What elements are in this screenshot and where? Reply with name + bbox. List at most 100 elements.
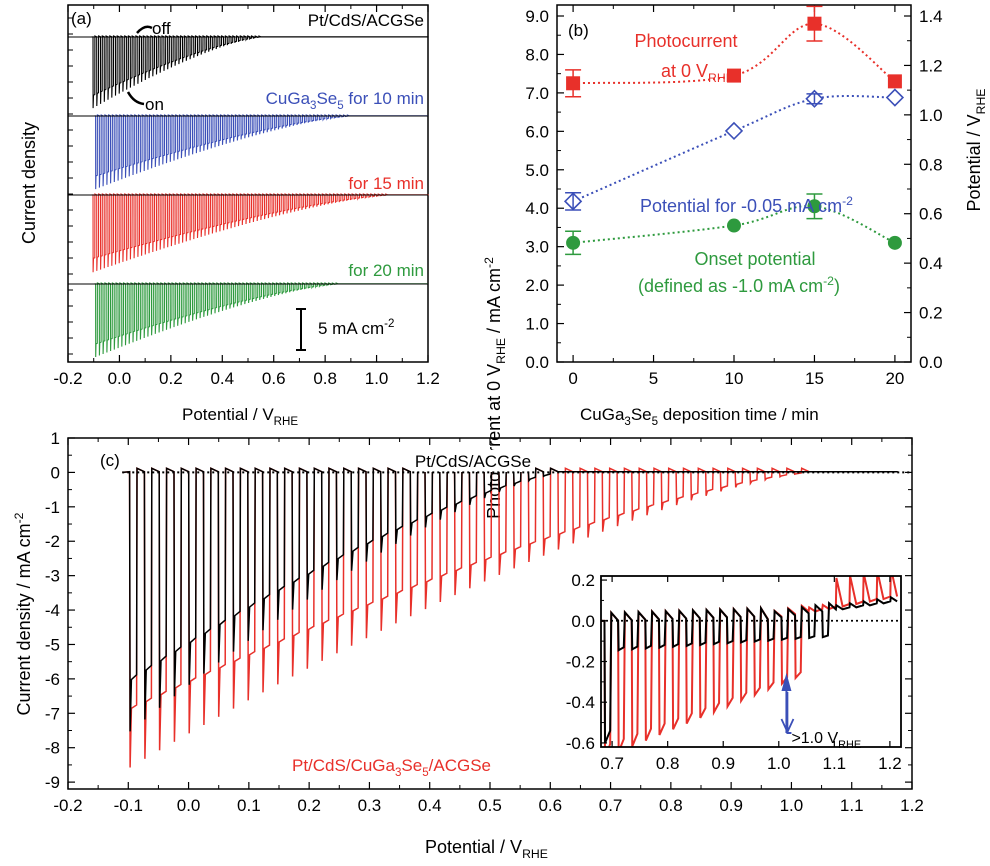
panel-c-xtick-label: 1.1 xyxy=(840,796,864,815)
panel-a-label-bg xyxy=(304,10,425,30)
panel-c-xtick-label: 0.1 xyxy=(237,796,261,815)
panel-b-photocurrent-label: at 0 VRHE xyxy=(661,61,734,85)
panel-b-ytick-label-left: 3.0 xyxy=(525,238,549,257)
panel-c xyxy=(67,437,913,790)
panel-b-ytick-label-right: 1.4 xyxy=(919,7,943,26)
panel-b-potential-label: Potential for -0.05 mA cm-2 xyxy=(640,194,853,216)
panel-b xyxy=(556,4,912,363)
panel-a-series-label: for 15 min xyxy=(348,174,424,193)
panel-b-xtick-label: 5 xyxy=(649,369,658,388)
inset-xtick-label: 1.1 xyxy=(823,754,847,773)
inset-xtick-label: 0.9 xyxy=(711,754,735,773)
panel-a-xtick-label: 0.4 xyxy=(210,369,234,388)
panel-c-xtick-label: 0.9 xyxy=(719,796,743,815)
panel-c-label-bg xyxy=(411,450,535,472)
panel-b-ytick-label-right: 0.0 xyxy=(919,353,943,372)
panel-b-xtick-label: 10 xyxy=(725,369,744,388)
inset-ytick-label: -0.4 xyxy=(566,693,595,712)
panel-a-series-label: CuGa3Se5 for 10 min xyxy=(266,89,424,112)
inset-xtick-label: 0.7 xyxy=(600,754,624,773)
panel-a-trace xyxy=(93,114,428,190)
panel-a-xtick-label: 1.0 xyxy=(365,369,389,388)
panel-b-marker-square xyxy=(887,74,902,89)
panel-c-xtick-label: 0.3 xyxy=(358,796,382,815)
panel-b-xlabel: CuGa3Se5 deposition time / min xyxy=(580,405,819,428)
panel-c-ytick-label: -3 xyxy=(45,567,60,586)
panel-c-ytick-label: 1 xyxy=(51,429,60,448)
panel-b-onset-label: Onset potential xyxy=(694,249,815,269)
inset-arrowhead-icon xyxy=(781,673,792,691)
inset-xtick-label: 0.8 xyxy=(656,754,680,773)
panel-c-xtick-label: 0.8 xyxy=(659,796,683,815)
panel-c-ytick-label: -1 xyxy=(45,498,60,517)
panel-b-ytick-label-left: 5.0 xyxy=(525,161,549,180)
panel-a-xtick-label: 0.2 xyxy=(159,369,183,388)
panel-c-ytick-label: -8 xyxy=(45,739,60,758)
panel-a-label-bg xyxy=(262,88,425,108)
panel-c-xtick-label: 0.4 xyxy=(418,796,442,815)
inset-ytick-label: 0.0 xyxy=(571,612,595,631)
panel-b-marker-circle xyxy=(887,235,902,250)
panel-a-label-bg xyxy=(345,173,425,193)
panel-a-trace xyxy=(93,282,428,358)
panel-a-xtick-label: 0.6 xyxy=(262,369,286,388)
panel-c-letter: (c) xyxy=(100,451,120,470)
panel-b-frame xyxy=(556,4,912,363)
panel-b-ytick-label-left: 4.0 xyxy=(525,199,549,218)
panel-c-ytick-label: -4 xyxy=(45,601,60,620)
panel-a-xtick-label: 0.8 xyxy=(313,369,337,388)
panel-b-ytick-label-right: 0.8 xyxy=(919,155,943,174)
panel-b-marker-circle xyxy=(727,218,741,233)
panel-a-on-label: on xyxy=(145,95,164,114)
panel-b-ytick-label-left: 9.0 xyxy=(525,7,549,26)
inset-ytick-label: -0.6 xyxy=(566,734,595,753)
panel-a-xlabel: Potential / VRHE xyxy=(182,405,298,428)
panel-b-xtick-label: 0 xyxy=(568,369,577,388)
panel-b-ytick-label-left: 2.0 xyxy=(525,276,549,295)
panel-c-xtick-label: 1.2 xyxy=(900,796,924,815)
panel-a-xtick-label: 1.2 xyxy=(416,369,440,388)
panel-b-ytick-label-left: 8.0 xyxy=(525,45,549,64)
inset-traces xyxy=(601,576,899,747)
panel-a-letter: (a) xyxy=(71,9,92,28)
panel-b-marker-diamond xyxy=(885,88,905,107)
inset-trace xyxy=(601,595,898,744)
panel-a-label-bg xyxy=(345,260,425,280)
panel-c-xtick-label: 1.0 xyxy=(780,796,804,815)
panel-c-xtick-label: 0.2 xyxy=(297,796,321,815)
panel-b-ytick-label-left: 7.0 xyxy=(525,84,549,103)
panel-b-fit-curve xyxy=(573,22,896,85)
panel-b-ytick-label-right: 0.4 xyxy=(919,254,943,273)
panel-b-ytick-label-right: 0.2 xyxy=(919,304,943,323)
panel-c-xlabel: Potential / VRHE xyxy=(425,837,548,861)
panel-a xyxy=(67,4,429,363)
inset-annotation: >1.0 VRHE xyxy=(791,730,861,751)
panel-b-xtick-label: 20 xyxy=(885,369,904,388)
panel-b-ytick-label-right: 1.2 xyxy=(919,56,943,75)
panel-b-onset-label: (defined as -1.0 mA cm-2) xyxy=(638,274,840,296)
panel-c-ytick-label: -6 xyxy=(45,670,60,689)
panel-c-ytick-label: -9 xyxy=(45,773,60,792)
panel-a-xtick-label: -0.2 xyxy=(53,369,82,388)
panel-a-on-arrow xyxy=(126,91,145,106)
panel-b-ytick-label-left: 1.0 xyxy=(525,315,549,334)
panel-a-xtick-label: 0.0 xyxy=(108,369,132,388)
panel-b-marker-square xyxy=(727,68,741,83)
panel-a-series-label: Pt/CdS/ACGSe xyxy=(308,11,424,30)
panel-a-series-label: for 20 min xyxy=(348,261,424,280)
panel-a-ylabel: Current density xyxy=(19,122,39,244)
inset-xtick-label: 1.2 xyxy=(878,754,902,773)
panel-c-xtick-label: -0.1 xyxy=(114,796,143,815)
panel-b-ytick-label-right: 0.6 xyxy=(919,205,943,224)
panel-c-xtick-label: 0.5 xyxy=(478,796,502,815)
panel-c-xtick-label: 0.7 xyxy=(599,796,623,815)
panel-a-off-label: off xyxy=(152,19,171,38)
panel-b-ylabel-left: Photocurrent at 0 VRHE / mA cm-2 xyxy=(482,257,508,519)
panel-c-ytick-label: -5 xyxy=(45,635,60,654)
panel-a-scale-bar-label: 5 mA cm-2 xyxy=(318,318,394,338)
panel-c-xtick-label: -0.2 xyxy=(53,796,82,815)
panel-b-fit-curve xyxy=(572,204,896,244)
panel-b-ytick-label-left: 0.0 xyxy=(525,353,549,372)
panel-c-ylabel: Current density / mA cm-2 xyxy=(12,512,34,715)
panel-c-ytick-label: -7 xyxy=(45,704,60,723)
